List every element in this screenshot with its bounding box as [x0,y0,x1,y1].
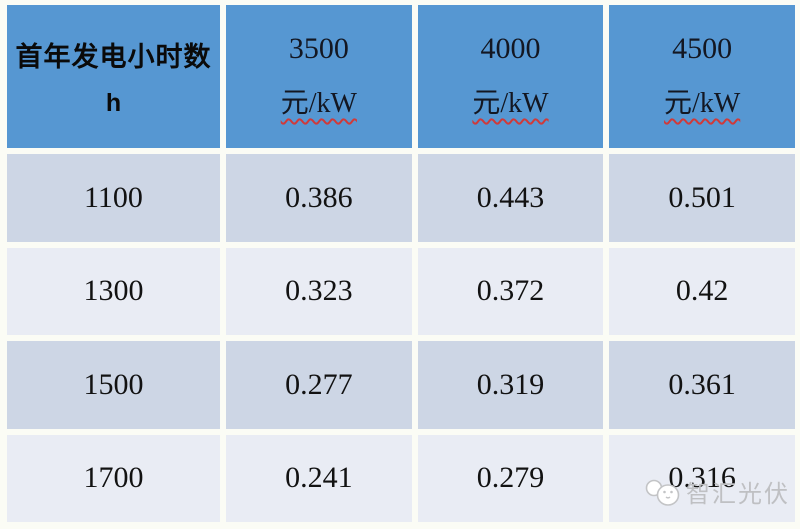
header-hours-cell: 首年发电小时数 h [7,5,220,148]
value-cell: 0.42 [609,247,795,335]
value-cell: 0.241 [226,434,412,522]
hours-header-unit: h [105,89,122,117]
header-cost-4500-cell: 4500 元/kW [609,5,795,148]
value-cell: 0.323 [226,247,412,335]
value-cell: 0.443 [417,154,604,242]
cost-header-unit: 元/kW [664,88,741,119]
value-cell: 0.372 [417,247,604,335]
hours-header-label: 首年发电小时数 [15,42,212,72]
value-cell: 0.361 [609,341,795,429]
cost-header-value: 4000 [480,32,541,65]
cost-header-unit: 元/kW [280,88,357,119]
hours-cell: 1700 [7,434,220,522]
hours-cell: 1300 [7,247,220,335]
value-cell: 0.501 [609,154,795,242]
value-cell: 0.386 [226,154,412,242]
header-cost-4000-cell: 4000 元/kW [417,5,604,148]
value-cell: 0.277 [226,341,412,429]
cost-header-value: 3500 [288,32,349,65]
value-cell: 0.279 [417,434,604,522]
hours-cell: 1500 [7,341,220,429]
value-cell: 0.319 [417,341,604,429]
header-cost-3500-cell: 3500 元/kW [226,5,412,148]
cost-header-value: 4500 [672,32,733,65]
value-cell: 0.316 [609,434,795,522]
cost-header-unit: 元/kW [472,88,549,119]
hours-cell: 1100 [7,154,220,242]
